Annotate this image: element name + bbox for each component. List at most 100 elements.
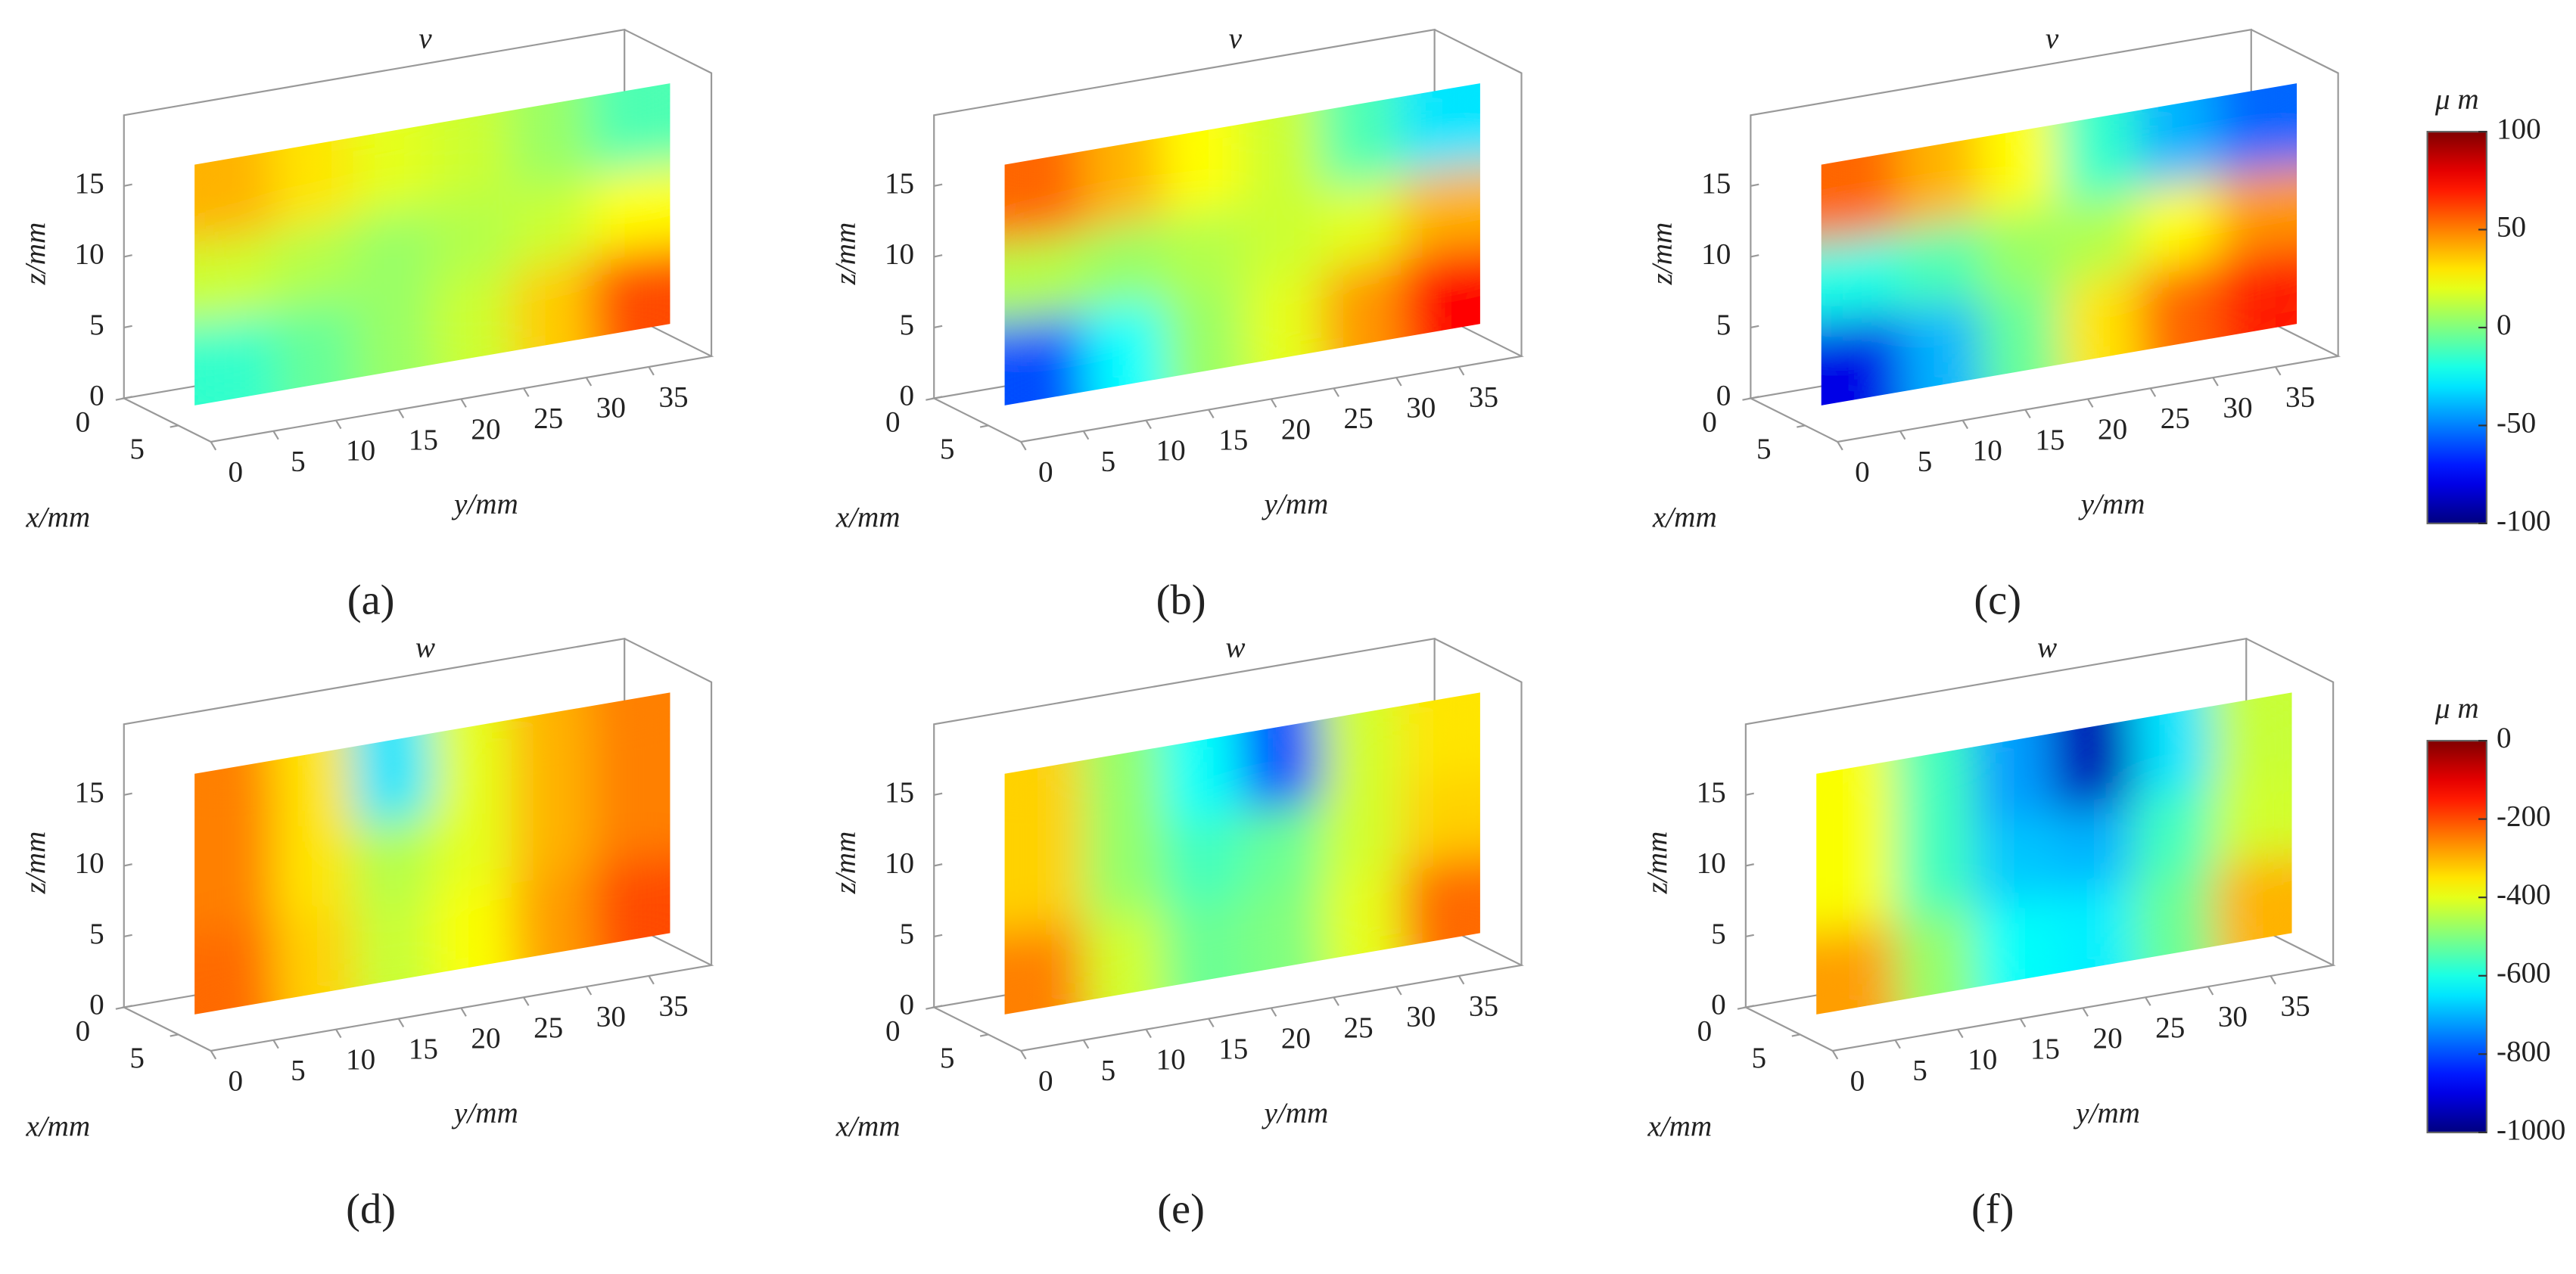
surface-cell [1163, 733, 1243, 827]
x-tick [115, 397, 124, 401]
y-tick-label: 25 [1344, 402, 1374, 435]
surface-cell [273, 907, 353, 1001]
z-axis-label: z/mm [829, 831, 862, 895]
y-tick-label: 30 [2218, 1001, 2248, 1033]
y-tick-label: 25 [1344, 1011, 1374, 1044]
surface-field [194, 692, 670, 1015]
surface-cell [1004, 840, 1084, 934]
surface-cell [2212, 853, 2292, 947]
x-tick [979, 424, 989, 428]
title: w [2037, 631, 2057, 663]
surface-cell [511, 97, 591, 191]
y-tick-label: 0 [1038, 455, 1053, 488]
z-tick-label: 0 [1711, 989, 1726, 1021]
y-tick [1208, 1018, 1215, 1027]
surface-cell [432, 719, 512, 814]
surface-cell [1242, 800, 1322, 893]
surface-cell [511, 866, 591, 961]
y-tick [1957, 1029, 1964, 1039]
surface-cell [2217, 83, 2298, 178]
surface-cell [511, 786, 591, 881]
surface-cell [353, 123, 433, 218]
panel-label: (a) [347, 576, 395, 623]
y-tick-label: 5 [1101, 1054, 1116, 1086]
surface-cell [1084, 907, 1164, 1001]
x-tick [170, 1033, 179, 1037]
surface-cell [1974, 893, 2055, 987]
surface-cell [1321, 866, 1402, 961]
z-tick [123, 863, 132, 867]
surface-cell [511, 706, 591, 800]
x-axis-label: x/mm [25, 1111, 90, 1143]
title: w [415, 631, 435, 663]
z-tick [1750, 396, 1759, 399]
x-tick-label: 0 [76, 1015, 91, 1047]
panel-label: (e) [1157, 1185, 1205, 1232]
y-tick-label: 35 [2285, 381, 2315, 413]
x-axis-label: x/mm [25, 502, 90, 534]
surface-cell [353, 204, 433, 299]
z-tick [934, 396, 943, 399]
y-tick-label: 0 [228, 455, 243, 488]
colorbar-tick-label: -50 [2497, 406, 2536, 439]
surface-cell [1321, 177, 1402, 272]
y-tick [1395, 377, 1402, 387]
surface-cell [1163, 893, 1243, 987]
surface-cell [1004, 151, 1084, 245]
x-tick [979, 1033, 989, 1037]
surface-cell [590, 772, 670, 867]
box-side [2245, 638, 2335, 965]
z-tick-label: 10 [75, 238, 104, 270]
z-tick [934, 183, 943, 187]
surface-cell [1004, 311, 1084, 406]
surface-cell [2133, 786, 2213, 881]
y-tick-label: 30 [596, 392, 626, 424]
surface-cell [1321, 97, 1402, 191]
surface-cell [1321, 706, 1402, 800]
y-tick-label: 30 [596, 1001, 626, 1033]
x-tick-label: 5 [1756, 433, 1772, 465]
z-tick [934, 254, 943, 258]
surface-cell [590, 853, 670, 947]
y-tick [1458, 366, 1465, 376]
colorbar-tick-label: 100 [2497, 113, 2541, 145]
y-tick [2019, 1018, 2027, 1027]
surface-cell [2138, 177, 2218, 272]
y-tick-label: 25 [534, 1011, 563, 1044]
y-tick [272, 1039, 279, 1049]
z-tick-label: 5 [89, 309, 104, 341]
y-axis-label: y/mm [451, 1097, 518, 1130]
surface-cell [1974, 733, 2055, 827]
surface-cell [194, 760, 274, 854]
surface-cell [1084, 746, 1164, 841]
z-tick-label: 5 [900, 918, 915, 950]
x-tick [170, 424, 179, 428]
surface-cell [1321, 257, 1402, 352]
surface-cell [1980, 284, 2059, 378]
surface-cell [1900, 298, 1980, 392]
y-tick [1395, 986, 1402, 996]
surface-cell [1242, 110, 1322, 205]
surface-cell [1242, 719, 1322, 814]
z-tick-label: 5 [1711, 918, 1726, 950]
y-tick-label: 15 [2030, 1033, 2060, 1065]
surface-cell [1242, 190, 1322, 284]
y-tick [2149, 387, 2157, 397]
surface-cell [273, 217, 353, 312]
colorbar-tick-label: -1000 [2497, 1114, 2565, 1146]
panel-label: (b) [1156, 576, 1206, 623]
surface-field [1816, 692, 2292, 1015]
y-tick [2087, 398, 2094, 408]
z-tick-label: 15 [1697, 776, 1726, 809]
surface-cell [1401, 163, 1480, 258]
z-tick-label: 15 [75, 776, 104, 809]
z-tick [123, 325, 132, 329]
surface-cell [1163, 284, 1243, 378]
y-tick-label: 10 [1968, 1043, 1997, 1076]
y-tick-label: 20 [471, 1022, 500, 1055]
surface-cell [194, 311, 274, 406]
y-tick [272, 430, 279, 440]
colorbar-tick-label: -600 [2497, 957, 2551, 990]
